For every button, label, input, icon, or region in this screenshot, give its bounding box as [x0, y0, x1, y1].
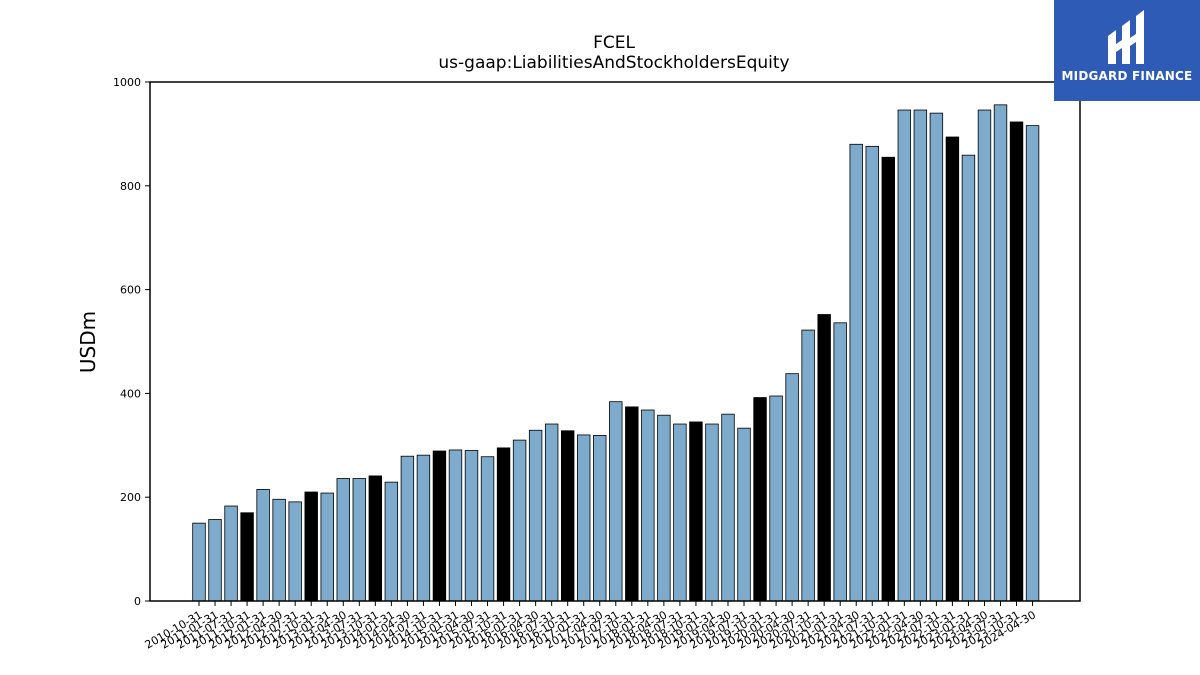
bar-2017-01-31 — [577, 434, 591, 602]
bar-2012-10-31 — [304, 491, 318, 602]
bar-2019-04-30 — [721, 413, 735, 602]
y-tick-label: 600 — [120, 284, 141, 297]
bar-2015-01-31 — [448, 449, 463, 602]
bar-2021-07-31 — [865, 145, 879, 602]
bar-2022-07-31 — [929, 112, 944, 602]
bar-2012-07-31 — [288, 501, 302, 602]
y-tick-label: 200 — [120, 491, 141, 504]
bar-2022-10-31 — [945, 136, 960, 602]
y-tick-label: 400 — [120, 387, 141, 400]
bar-2021-01-31 — [833, 322, 847, 602]
bar-2012-01-31 — [256, 489, 270, 602]
bar-2013-04-30 — [336, 478, 350, 602]
bar-2013-07-31 — [352, 478, 367, 602]
bar-2017-07-31 — [609, 401, 623, 602]
bar-2020-10-31 — [817, 314, 831, 602]
bar-2015-10-31 — [496, 447, 511, 602]
bar-2020-04-30 — [785, 373, 799, 602]
y-axis-label: USDm — [76, 311, 100, 373]
bar-2014-04-30 — [400, 455, 415, 602]
bar-2017-10-31 — [625, 406, 639, 602]
bar-2019-07-31 — [737, 427, 751, 602]
bar-2013-10-31 — [368, 475, 383, 602]
bar-2016-07-31 — [544, 423, 559, 602]
bar-2014-01-31 — [384, 481, 399, 602]
bar-2022-04-30 — [913, 109, 928, 602]
bar-2023-07-31 — [993, 104, 1008, 602]
bar-2017-04-30 — [593, 435, 607, 602]
brand-logo: MIDGARD FINANCE — [1054, 0, 1200, 101]
bar-2021-10-31 — [881, 156, 895, 602]
bar-2016-04-30 — [528, 429, 543, 602]
y-tick-label: 1000 — [113, 76, 141, 89]
bar-2020-01-31 — [769, 395, 783, 602]
bar-2024-04-30 — [1025, 125, 1040, 602]
x-axis: 2010-10-312011-01-312011-07-312011-10-31… — [143, 601, 1038, 652]
brand-name: MIDGARD FINANCE — [1061, 69, 1193, 83]
bar-2022-01-31 — [897, 109, 912, 602]
plot-frame — [149, 81, 1081, 602]
bar-2019-10-31 — [753, 397, 767, 602]
bar-2018-07-31 — [673, 423, 687, 602]
y-tick-label: 800 — [120, 180, 141, 193]
bar-2020-07-31 — [801, 329, 815, 602]
bar-2018-04-30 — [657, 414, 671, 602]
bar-2011-01-31 — [208, 519, 222, 602]
midgard-logo-icon — [1108, 10, 1144, 64]
bar-2010-10-31 — [192, 522, 206, 602]
bar-2021-04-30 — [849, 143, 863, 602]
bar-2015-04-30 — [464, 450, 479, 602]
chart-subtitle: us-gaap:LiabilitiesAndStockholdersEquity — [438, 53, 789, 73]
chart-title: FCEL — [593, 33, 635, 53]
y-tick-label: 0 — [134, 595, 141, 608]
bar-2023-10-31 — [1009, 121, 1024, 602]
bar-2023-04-30 — [977, 109, 992, 602]
bar-2011-07-31 — [224, 505, 238, 602]
bar-2014-07-31 — [416, 454, 431, 602]
bar-2019-01-31 — [705, 423, 719, 602]
bar-2018-01-31 — [641, 409, 655, 602]
bar-2016-10-31 — [560, 430, 575, 602]
bar-2011-10-31 — [240, 512, 254, 602]
bars-group — [192, 104, 1040, 602]
y-axis: 0 200 400 600 800 1000 — [113, 76, 150, 608]
bar-2018-10-31 — [689, 421, 703, 602]
bar-2016-01-31 — [512, 439, 527, 602]
bar-2012-04-30 — [272, 498, 286, 602]
bar-2023-01-31 — [961, 154, 976, 602]
bar-2013-01-31 — [320, 492, 334, 602]
bar-2015-07-31 — [480, 456, 495, 602]
bar-2014-10-31 — [432, 450, 447, 602]
